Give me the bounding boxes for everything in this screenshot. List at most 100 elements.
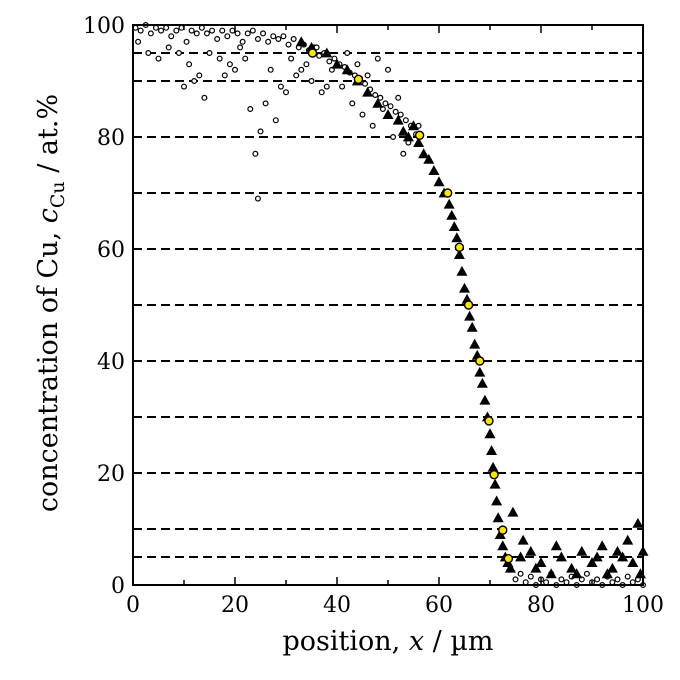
open-circle-point [267, 66, 274, 73]
open-circle-point [323, 83, 330, 90]
yellow-circle-point [463, 300, 474, 310]
data-markers [132, 22, 649, 588]
open-circle-point [318, 89, 325, 96]
open-circle-point [221, 72, 228, 79]
x-tick-label: 0 [126, 593, 140, 618]
open-circle-point [188, 27, 195, 34]
open-circle-point [232, 66, 239, 73]
open-circle-point [175, 49, 182, 56]
open-circle-point [254, 195, 261, 202]
open-circle-point [178, 24, 185, 31]
triangle-point [474, 366, 486, 377]
open-circle-point [275, 35, 282, 42]
open-circle-point [280, 33, 287, 40]
open-circle-point [216, 55, 223, 62]
open-circle-point [583, 570, 590, 577]
triangle-point [392, 114, 404, 125]
open-circle-point [186, 61, 193, 68]
open-circle-point [392, 108, 399, 115]
open-circle-point [326, 58, 333, 65]
triangle-point [622, 534, 634, 545]
triangle-point [469, 338, 481, 349]
open-circle-point [372, 91, 379, 98]
x-tick-label: 100 [622, 593, 664, 618]
open-circle-point [137, 27, 144, 34]
y-tick-label: 40 [97, 350, 125, 375]
open-circle-point [265, 38, 272, 45]
open-circle-point [224, 33, 231, 40]
open-circle-point [239, 38, 246, 45]
x-tick-label: 80 [527, 593, 555, 618]
open-circle-point [152, 24, 159, 31]
triangle-point [555, 551, 567, 562]
open-circle-point [252, 150, 259, 157]
triangle-point [576, 545, 588, 556]
open-circle-point [397, 111, 404, 118]
yellow-circle-point [442, 188, 453, 198]
y-tick-label: 20 [97, 462, 125, 487]
triangle-point [451, 232, 463, 243]
open-circle-point [369, 122, 376, 129]
x-tick-labels: 0 20 40 60 80 100 [126, 593, 664, 618]
triangle-point [566, 562, 578, 573]
triangle-point [341, 64, 353, 75]
open-circle-point [377, 94, 384, 101]
triangle-point [466, 321, 478, 332]
open-circle-point [594, 576, 601, 583]
triangle-point [476, 377, 488, 388]
triangle-point [433, 176, 445, 187]
open-circle-point [609, 579, 616, 586]
open-circle-point [191, 77, 198, 84]
axis-ticks [132, 24, 644, 586]
triangle-point [456, 265, 468, 276]
open-circle-point [331, 55, 338, 62]
open-circle-point [158, 27, 165, 34]
open-circle-point [298, 66, 305, 73]
open-circle-point [181, 83, 188, 90]
yellow-circle-point [414, 130, 425, 141]
open-circle-point [400, 150, 407, 157]
triangle-point [507, 506, 519, 517]
triangle-point [423, 153, 435, 164]
open-circle-point [362, 80, 369, 87]
open-circle-point [382, 100, 389, 107]
open-circle-point [354, 61, 361, 68]
open-circle-point [247, 105, 254, 112]
open-circle-point [147, 30, 154, 37]
open-circle-point [254, 35, 261, 42]
y-tick-label: 0 [111, 574, 125, 599]
open-circle-point [155, 55, 162, 62]
open-circle-point [522, 579, 529, 586]
triangle-point [634, 568, 646, 579]
triangle-point [504, 562, 516, 573]
yellow-circle-point [454, 242, 465, 253]
y-tick-label: 100 [83, 14, 125, 39]
triangle-point [448, 221, 460, 231]
yellow-circle-point [475, 356, 485, 366]
open-circle-point [374, 55, 381, 62]
open-circle-point [163, 24, 170, 31]
triangle-point [402, 131, 414, 142]
triangle-point [486, 445, 498, 455]
triangle-point [497, 540, 509, 551]
open-circle-point [558, 576, 565, 583]
open-circle-point [201, 94, 208, 101]
triangle-point [571, 568, 583, 579]
open-circle-point [385, 66, 392, 73]
open-circle-point [198, 24, 205, 31]
open-circle-point [390, 134, 397, 141]
triangle-point [459, 282, 470, 293]
triangle-point [418, 148, 430, 159]
y-tick-labels: 0 20 40 60 80 100 [83, 14, 125, 599]
triangle-point [464, 310, 476, 321]
open-circle-point [244, 30, 251, 37]
open-circle-point [262, 100, 269, 107]
triangle-point [525, 545, 537, 556]
triangle-point [517, 534, 529, 545]
triangle-point [627, 557, 639, 567]
open-circle-point [614, 576, 621, 583]
open-circle-point [308, 77, 315, 84]
open-circle-point [285, 41, 292, 48]
open-circle-point [214, 35, 221, 42]
